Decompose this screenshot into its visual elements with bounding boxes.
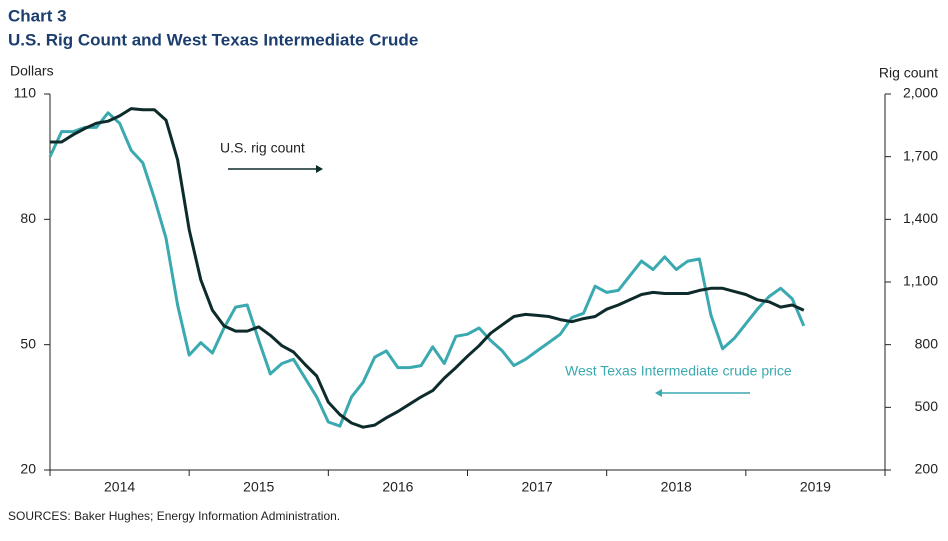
series-line — [48, 111, 806, 428]
y-axis-label: Dollars — [10, 63, 54, 79]
y-tick-label: 20 — [20, 461, 36, 477]
series-line — [50, 107, 805, 429]
y2-tick-label: 1,100 — [903, 273, 938, 289]
chart-subtitle: U.S. Rig Count and West Texas Intermedia… — [8, 30, 418, 49]
x-tick-label: 2015 — [243, 479, 274, 495]
source: SOURCES: Baker Hughes; Energy Informatio… — [8, 509, 340, 523]
y2-tick-label: 1,700 — [903, 147, 938, 163]
y-tick-label: 110 — [14, 85, 37, 101]
annotation-arrowhead — [655, 389, 662, 397]
y-tick-label: 50 — [20, 335, 36, 351]
chart-title: Chart 3 — [8, 6, 67, 25]
y2-tick-label: 2,000 — [903, 85, 938, 101]
x-tick-label: 2016 — [382, 479, 413, 495]
y2-tick-label: 500 — [915, 398, 939, 414]
y2-tick-label: 200 — [915, 461, 939, 477]
y2-axis-label: Rig count — [879, 65, 938, 81]
y2-tick-label: 800 — [915, 335, 939, 351]
y2-tick-label: 1,400 — [903, 210, 938, 226]
x-tick-label: 2017 — [522, 479, 553, 495]
x-tick-label: 2018 — [661, 479, 692, 495]
x-tick-label: 2019 — [800, 479, 831, 495]
series-annotation: U.S. rig count — [220, 140, 305, 156]
x-tick-label: 2014 — [104, 479, 135, 495]
annotation-arrowhead — [316, 165, 323, 173]
y-tick-label: 80 — [20, 210, 36, 226]
series-annotation: West Texas Intermediate crude price — [565, 363, 792, 379]
